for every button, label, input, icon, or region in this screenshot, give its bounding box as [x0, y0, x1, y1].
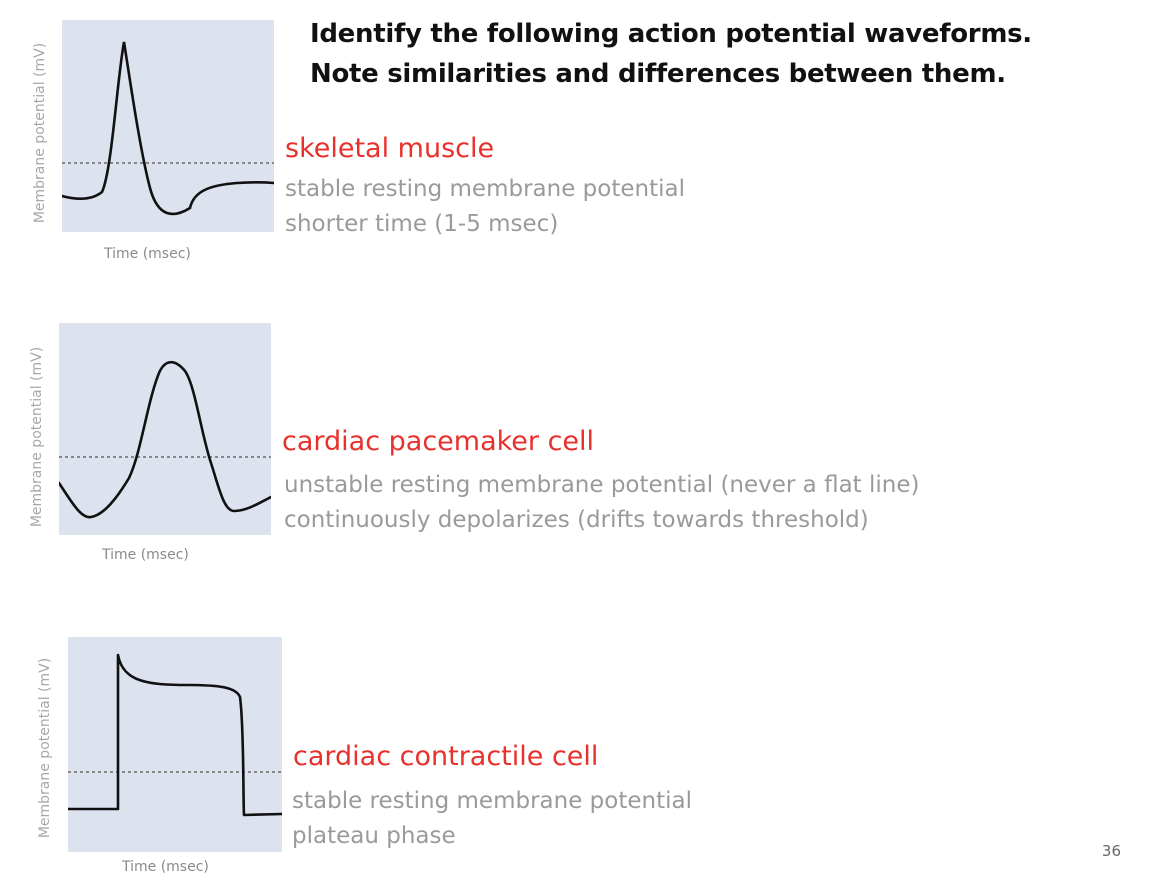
- cell-notes: unstable resting membrane potential (nev…: [284, 468, 919, 538]
- x-axis-label: Time (msec): [122, 859, 209, 875]
- note-line: shorter time (1-5 msec): [285, 211, 559, 237]
- cell-type-label: cardiac pacemaker cell: [282, 426, 595, 457]
- cell-notes: stable resting membrane potential shorte…: [285, 172, 685, 242]
- cardiac-contractile-graph: [68, 637, 282, 852]
- y-axis-label: Membrane potential (mV): [37, 657, 53, 839]
- x-axis-label: Time (msec): [104, 246, 191, 262]
- note-line: stable resting membrane potential: [285, 176, 685, 202]
- y-axis-label: Membrane potential (mV): [29, 346, 45, 528]
- cell-type-label: skeletal muscle: [285, 133, 495, 164]
- cardiac-pacemaker-graph: [59, 323, 271, 535]
- pacemaker-waveform: [59, 360, 271, 519]
- page-number: 36: [1101, 842, 1121, 860]
- title-line-2: Note similarities and differences betwee…: [310, 59, 1006, 89]
- skeletal-muscle-graph: [62, 20, 274, 232]
- note-line: continuously depolarizes (drifts towards…: [284, 507, 869, 533]
- action-potential-trace: [62, 41, 274, 216]
- skeletal-muscle-waveform: [62, 41, 274, 216]
- contractile-waveform: [68, 653, 282, 817]
- cell-type-label: cardiac contractile cell: [293, 741, 599, 772]
- note-line: unstable resting membrane potential (nev…: [284, 472, 920, 498]
- note-line: plateau phase: [292, 823, 456, 849]
- y-axis-label: Membrane potential (mV): [32, 42, 48, 224]
- action-potential-trace: [59, 360, 271, 519]
- title-line-1: Identify the following action potential …: [310, 19, 1032, 49]
- note-line: stable resting membrane potential: [292, 788, 692, 814]
- slide-title: Identify the following action potential …: [310, 14, 1032, 94]
- x-axis-label: Time (msec): [102, 547, 189, 563]
- action-potential-trace: [68, 653, 282, 817]
- cell-notes: stable resting membrane potential platea…: [292, 784, 692, 854]
